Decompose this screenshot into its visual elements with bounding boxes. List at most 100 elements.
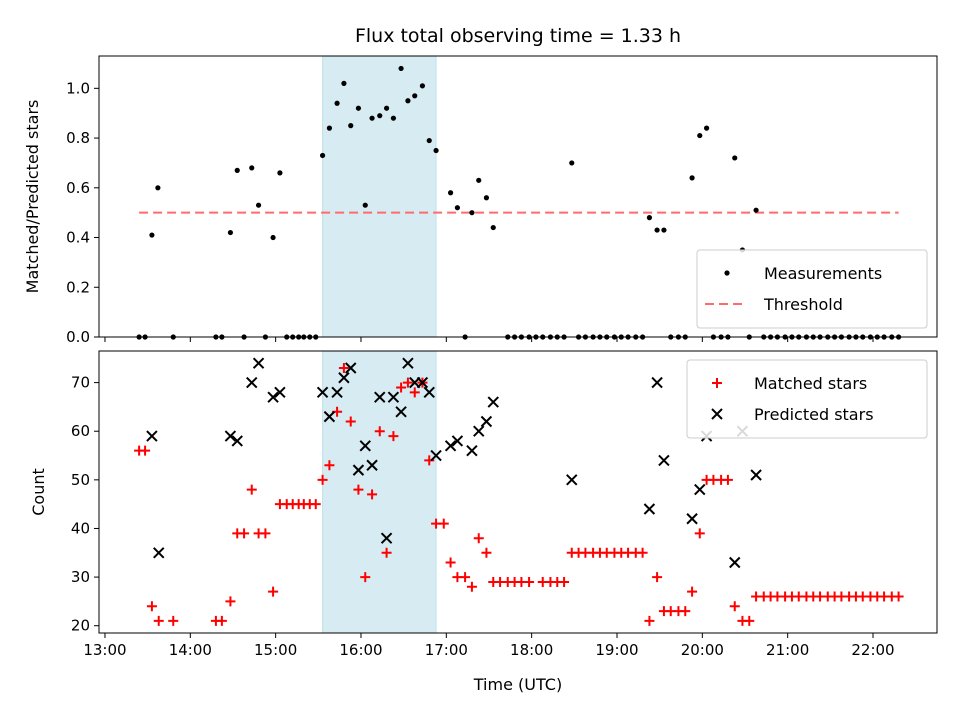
predicted-stars-point xyxy=(267,391,279,403)
predicted-stars-point xyxy=(323,410,336,423)
measurement-point xyxy=(405,98,411,104)
observing-window-span xyxy=(322,55,437,338)
measurement-point xyxy=(569,160,575,166)
x-axis-label: Time (UTC) xyxy=(473,675,562,694)
measurement-point xyxy=(661,227,667,233)
matched-stars-point xyxy=(260,528,271,539)
predicted-stars-point xyxy=(750,469,762,481)
measurement-point xyxy=(753,207,759,213)
matched-stars-point xyxy=(146,601,157,612)
y-tick-label: 0.2 xyxy=(66,278,90,296)
predicted-stars-point xyxy=(366,459,378,471)
measurement-point xyxy=(433,147,439,154)
measurement-point xyxy=(326,125,333,131)
measurement-point xyxy=(490,224,496,231)
measurement-point xyxy=(155,185,161,191)
matched-stars-point xyxy=(388,431,399,442)
predicted-stars-point xyxy=(146,430,158,442)
predicted-stars-point xyxy=(374,391,386,403)
predicted-stars-point xyxy=(387,391,400,403)
x-tick-label: 15:00 xyxy=(254,641,297,659)
top-panel-legend: Measurements Threshold xyxy=(696,249,928,329)
measurement-point xyxy=(469,210,475,216)
x-tick-label: 22:00 xyxy=(851,641,894,659)
matched-stars-point xyxy=(445,557,456,568)
bottom-panel: 13:00 14:00 15:00 16:00 17:00 18:00 19:00 20:00… xyxy=(29,350,938,659)
x-tick-label: 18:00 xyxy=(510,641,553,659)
x-tick-label: 14:00 xyxy=(169,641,212,659)
measurement-point xyxy=(334,100,340,106)
legend-dot-marker xyxy=(724,270,730,276)
measurement-point xyxy=(476,177,482,183)
matched-stars-point xyxy=(524,576,535,587)
predicted-stars-point xyxy=(246,376,258,389)
measurement-point xyxy=(646,215,653,221)
predicted-stars-point xyxy=(224,430,237,442)
matched-stars-point xyxy=(381,547,392,558)
x-tick-label: 16:00 xyxy=(339,641,382,659)
y-tick-label: 60 xyxy=(71,422,90,440)
measurement-point xyxy=(483,195,490,201)
measurement-point xyxy=(454,205,461,211)
predicted-stars-point xyxy=(423,386,435,399)
predicted-stars-point xyxy=(331,386,343,399)
y-tick-label: 70 xyxy=(71,374,90,392)
predicted-stars-point xyxy=(338,372,350,384)
measurement-point xyxy=(277,170,283,176)
matched-stars-point xyxy=(338,363,349,374)
matched-stars-point xyxy=(694,528,705,539)
matched-stars-point xyxy=(367,489,378,500)
predicted-stars-point xyxy=(402,357,414,369)
predicted-stars-point xyxy=(316,386,329,399)
predicted-stars-point xyxy=(345,362,357,374)
predicted-stars-point xyxy=(395,406,407,418)
predicted-stars-point xyxy=(658,454,670,467)
measurement-point xyxy=(390,115,397,121)
measurement-point xyxy=(412,93,418,99)
matched-stars-point xyxy=(744,615,755,626)
predicted-stars-point xyxy=(444,440,457,452)
measurement-point xyxy=(419,83,426,89)
measurement-point xyxy=(341,80,347,86)
measurement-point xyxy=(249,165,255,171)
x-tick-label: 19:00 xyxy=(595,641,638,659)
bottom-panel-ylabel: Count xyxy=(29,468,48,516)
matched-stars-point xyxy=(559,576,570,587)
matched-stars-point xyxy=(324,460,335,471)
predicted-stars-point xyxy=(729,556,741,569)
matched-stars-point xyxy=(460,572,471,583)
predicted-stars-point xyxy=(473,425,485,437)
bottom-panel-frame xyxy=(98,350,938,634)
matched-stars-point xyxy=(396,382,407,393)
measurement-point xyxy=(697,132,703,139)
measurement-point xyxy=(369,115,375,121)
predicted-stars-point xyxy=(686,513,698,525)
matched-stars-point xyxy=(140,445,151,456)
y-tick-label: 0.6 xyxy=(66,179,90,197)
legend-label: Matched stars xyxy=(754,374,867,393)
matched-stars-point xyxy=(239,528,250,539)
predicted-stars-point xyxy=(694,483,706,496)
predicted-stars-point xyxy=(274,386,286,399)
predicted-stars-point xyxy=(380,532,393,544)
matched-stars-point xyxy=(637,547,648,558)
y-tick-label: 50 xyxy=(71,471,90,489)
x-tick-label: 17:00 xyxy=(425,641,468,659)
measurement-point xyxy=(703,125,710,131)
predicted-stars-point xyxy=(153,547,165,559)
matched-stars-point xyxy=(345,416,356,427)
matched-stars-point xyxy=(652,572,663,583)
matched-stars-point xyxy=(402,377,413,388)
y-tick-label: 40 xyxy=(71,519,90,537)
measurement-point xyxy=(227,229,234,236)
measurement-point xyxy=(234,167,240,173)
matched-stars-point xyxy=(317,474,328,485)
top-panel: 0.0 0.2 0.4 0.6 0.8 1.0 Matched/Predicted sta… xyxy=(23,55,938,346)
bottom-panel-legend: Matched stars Predicted stars xyxy=(686,359,928,439)
matched-stars-point xyxy=(168,615,179,626)
matched-stars-point xyxy=(310,499,321,510)
predicted-stars-point xyxy=(651,376,663,389)
matched-stars-point xyxy=(268,586,279,597)
matched-stars-point xyxy=(893,591,904,602)
